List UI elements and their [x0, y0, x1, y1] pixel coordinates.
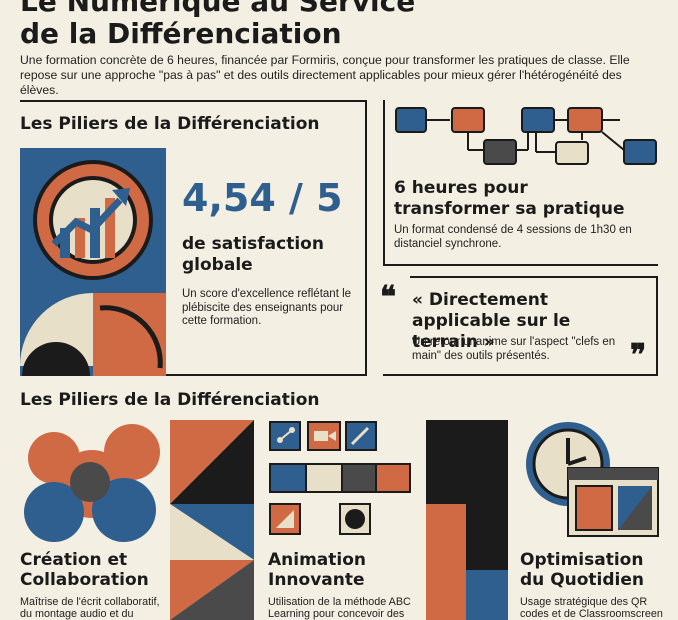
satisfaction-heading: Les Piliers de la Différenciation: [20, 114, 320, 134]
clock-illustration: [526, 422, 659, 537]
page-title-line2: de la Différenciation: [20, 17, 342, 50]
quote-open-icon: ❝: [380, 280, 397, 315]
duration-bottom-border: [383, 264, 658, 266]
satisfaction-description: Un score d'excellence reflétant le plébi…: [182, 288, 352, 327]
circles-illustration: [24, 424, 160, 542]
page-title-line1: Le Numérique au Service: [20, 0, 416, 18]
panel-illustration: [426, 420, 508, 620]
network-icon: [395, 107, 657, 165]
satisfaction-label: de satisfaction globale: [182, 234, 324, 275]
quote-title: « Directement applicable sur le terrain …: [412, 290, 571, 352]
quote-right-border: [656, 276, 658, 376]
pillar-3-title: Optimisation du Quotidien: [520, 550, 645, 590]
pillar-2-description: Utilisation de la méthode ABC Learning p…: [268, 596, 411, 620]
network-small-icon: [269, 421, 301, 451]
satisfaction-score: 4,54 / 5: [182, 176, 343, 220]
growth-chart-icon: [20, 148, 166, 376]
quote-bottom-border: [383, 374, 658, 376]
page-title: Le Numérique au Service de la Différenci…: [20, 0, 660, 50]
duration-description: Un format condensé de 4 sessions de 1h30…: [394, 224, 632, 250]
pillar-1-title: Création et Collaboration: [20, 550, 149, 590]
pen-icon: [345, 421, 377, 451]
panel-top-border: [20, 100, 366, 102]
quote-top-border: [410, 276, 658, 278]
quote-close-icon: ❞: [630, 338, 647, 373]
quote-description: Un retour unanime sur l'aspect "clefs en…: [412, 336, 616, 362]
triangles-illustration: [170, 420, 254, 620]
pillar-3-description: Usage stratégique des QR codes et de Cla…: [520, 596, 663, 620]
panel-bottom-border: [20, 374, 366, 376]
camera-icon: [307, 421, 341, 451]
duration-title: 6 heures pour transformer sa pratique: [394, 178, 625, 219]
pillar-2-title: Animation Innovante: [268, 550, 367, 590]
pillars-heading: Les Piliers de la Différenciation: [20, 390, 320, 410]
intro-text: Une formation concrète de 6 heures, fina…: [20, 53, 630, 97]
media-icons-illustration: [269, 421, 411, 535]
panel-right-border: [365, 100, 367, 376]
pillar-1-description: Maîtrise de l'écrit collaboratif, du mon…: [20, 596, 160, 620]
duration-left-border: [383, 100, 385, 266]
browser-window-icon: [567, 467, 659, 537]
